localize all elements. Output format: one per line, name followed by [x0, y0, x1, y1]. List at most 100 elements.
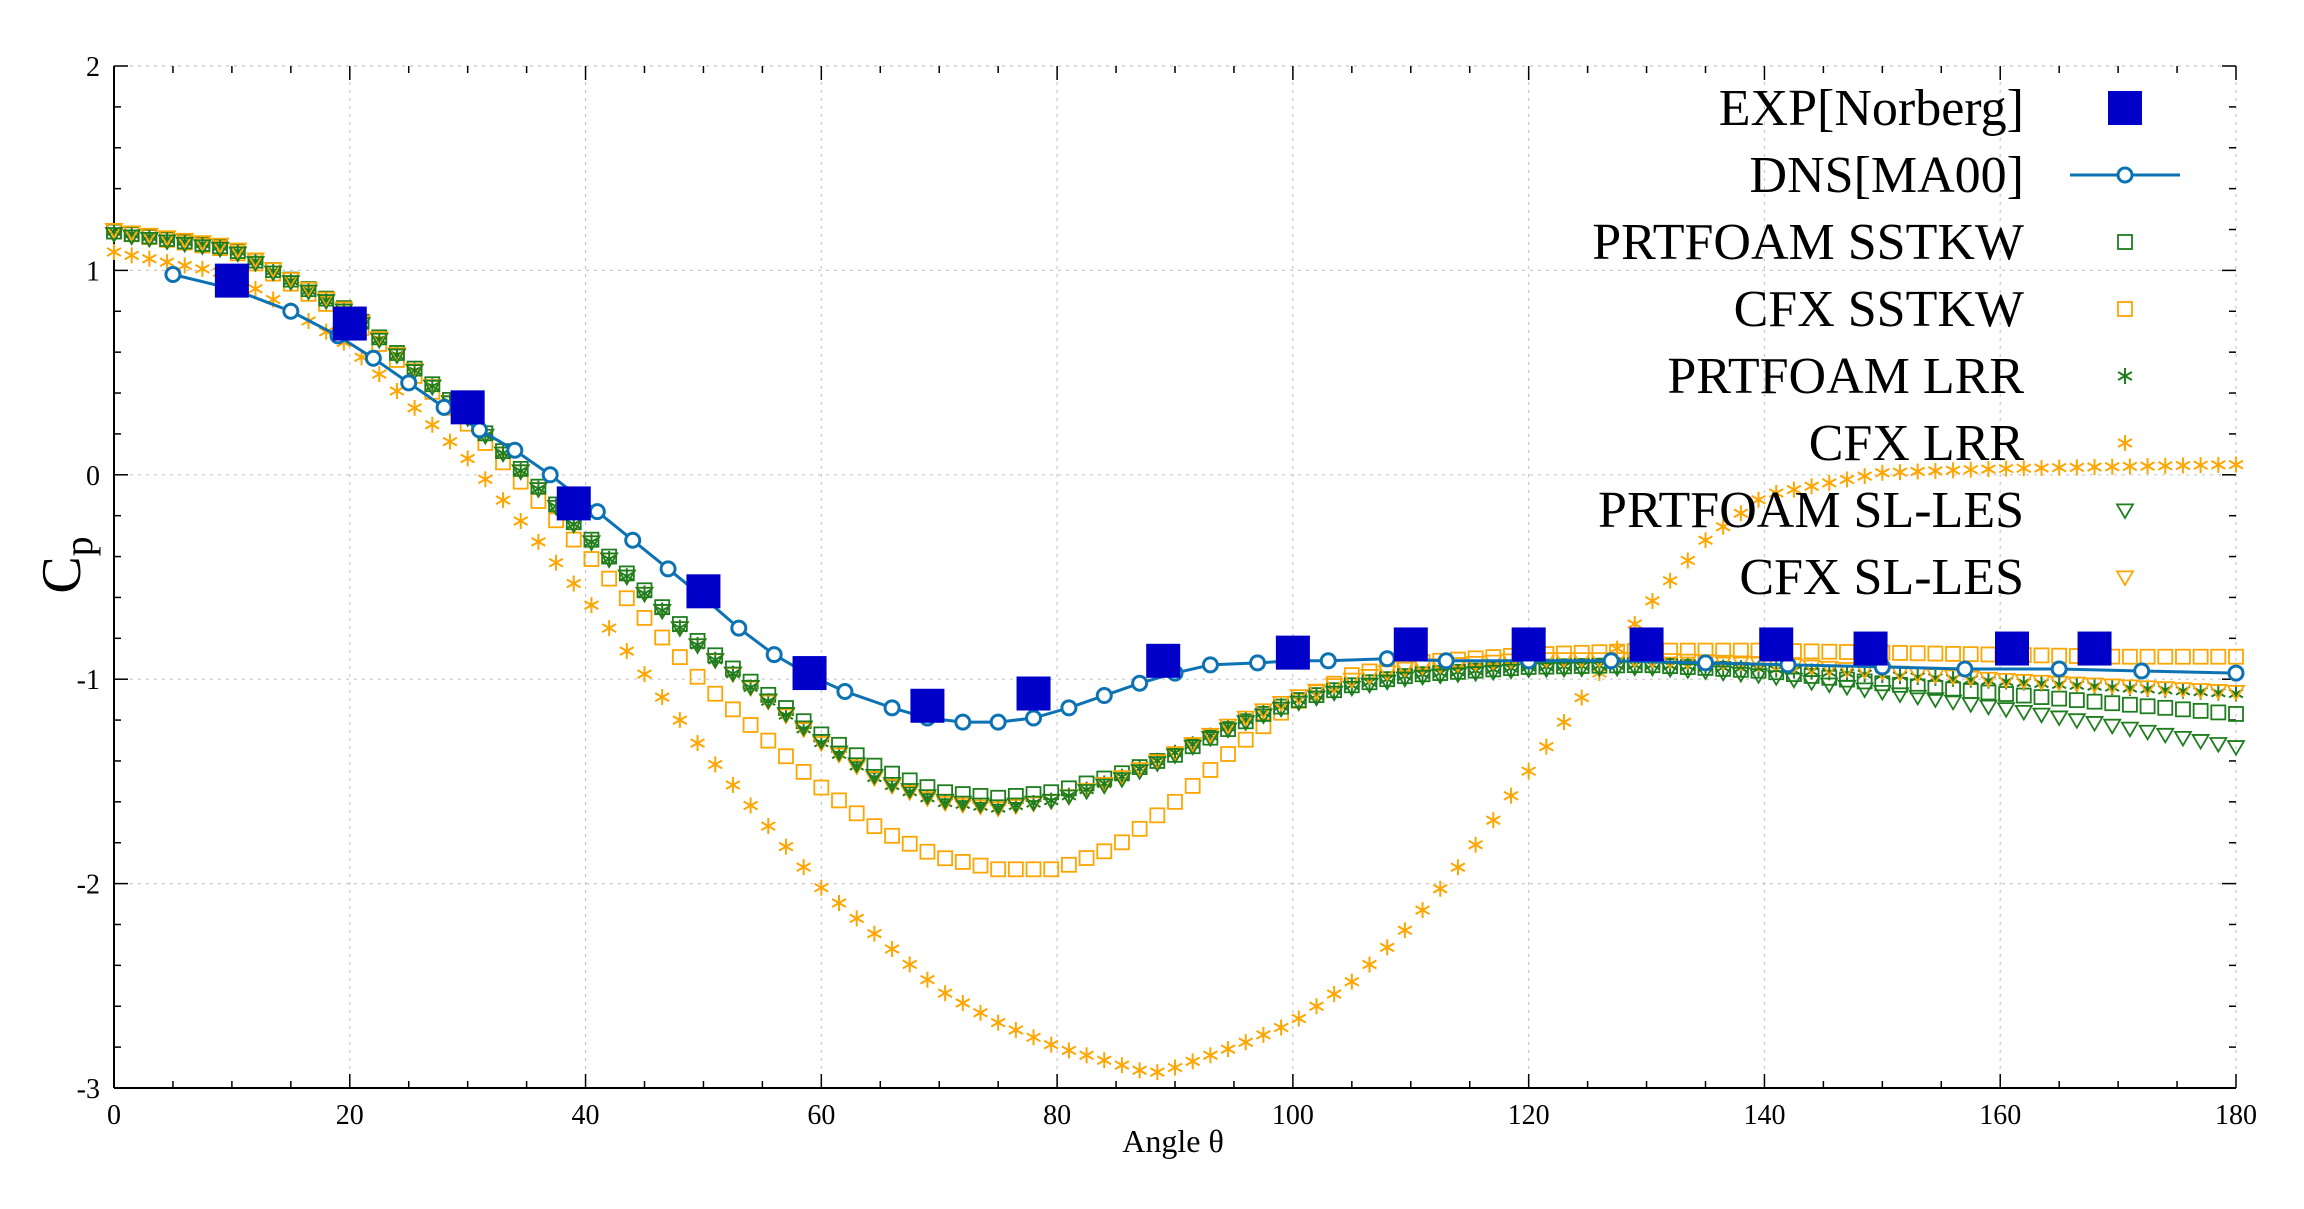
marker-open-triangle	[1253, 708, 1273, 725]
marker-open-triangle	[1165, 748, 1185, 765]
marker-asterisk	[442, 433, 458, 450]
marker-open-square	[2033, 689, 2050, 705]
marker-open-triangle	[581, 535, 602, 552]
marker-open-triangle	[900, 783, 920, 800]
marker-open-circle	[1095, 687, 1113, 705]
marker-open-triangle	[1359, 677, 1380, 695]
marker-asterisk	[566, 575, 582, 592]
marker-open-triangle	[1253, 703, 1273, 720]
marker-open-triangle	[935, 795, 955, 813]
y-tick-label: 1	[86, 256, 100, 287]
marker-open-square	[1220, 746, 1236, 762]
marker-asterisk	[990, 1014, 1006, 1031]
marker-open-triangle	[1289, 695, 1309, 712]
marker-open-circle	[282, 302, 300, 320]
marker-open-circle	[2133, 662, 2151, 680]
marker-asterisk	[1574, 689, 1590, 706]
marker-asterisk	[884, 941, 900, 958]
marker-open-triangle	[2191, 734, 2211, 751]
marker-open-triangle	[2155, 727, 2175, 745]
marker-asterisk	[1892, 464, 1908, 481]
marker-open-circle	[364, 349, 382, 367]
marker-open-triangle	[2173, 730, 2193, 748]
marker-open-triangle	[1536, 662, 1556, 679]
marker-open-triangle	[369, 332, 389, 350]
marker-filled-square	[686, 574, 721, 609]
marker-asterisk	[1185, 1053, 1201, 1070]
marker-asterisk	[1998, 460, 2014, 477]
marker-open-circle	[1319, 652, 1337, 670]
marker-open-triangle	[829, 747, 849, 764]
x-tick-label: 20	[336, 1100, 364, 1131]
marker-open-triangle	[1554, 661, 1574, 679]
marker-asterisk	[1981, 461, 1996, 478]
x-tick-label: 120	[1508, 1100, 1550, 1131]
marker-open-square	[1945, 645, 1961, 662]
marker-open-triangle	[405, 364, 425, 381]
marker-open-triangle	[1996, 702, 2016, 719]
marker-open-triangle	[882, 776, 902, 794]
marker-open-circle	[883, 699, 901, 717]
marker-open-triangle	[511, 464, 531, 481]
marker-open-square	[1096, 843, 1113, 860]
marker-asterisk	[743, 797, 759, 814]
marker-open-triangle	[2067, 676, 2087, 693]
marker-open-triangle	[1059, 789, 1079, 806]
marker-open-triangle	[1200, 727, 1220, 745]
marker-open-circle	[989, 713, 1007, 731]
marker-open-triangle	[1395, 661, 1415, 678]
marker-asterisk	[690, 735, 705, 752]
legend-item: DNS[MA00]	[1750, 147, 2180, 204]
marker-asterisk	[796, 859, 812, 876]
plot-area	[104, 223, 2246, 1081]
marker-asterisk	[2157, 457, 2173, 474]
marker-asterisk	[2087, 459, 2102, 476]
marker-open-triangle	[1183, 737, 1203, 754]
marker-open-triangle	[953, 795, 973, 813]
marker-asterisk	[424, 416, 440, 433]
marker-open-triangle	[847, 759, 867, 776]
marker-open-square	[795, 763, 812, 780]
marker-open-triangle	[2226, 684, 2246, 702]
marker-open-square	[954, 854, 971, 870]
marker-open-triangle	[1342, 680, 1362, 698]
marker-asterisk	[1079, 1047, 1095, 1064]
marker-asterisk	[513, 512, 529, 529]
marker-open-circle	[1602, 652, 1620, 670]
marker-open-triangle	[1678, 663, 1698, 680]
marker-open-square	[919, 843, 936, 860]
legend-item: PRTFOAM SL-LES	[1598, 482, 2135, 539]
marker-open-square	[618, 590, 635, 607]
marker-asterisk	[2069, 459, 2085, 476]
marker-asterisk	[1291, 1010, 1307, 1027]
marker-open-triangle	[139, 232, 159, 249]
marker-open-triangle	[316, 291, 336, 308]
marker-asterisk	[955, 994, 971, 1011]
marker-open-triangle	[811, 734, 831, 751]
marker-open-triangle	[1183, 739, 1203, 757]
marker-open-triangle	[794, 720, 814, 737]
marker-open-triangle	[175, 236, 195, 254]
x-tick-label: 140	[1743, 1100, 1785, 1131]
marker-open-square	[2175, 648, 2191, 665]
marker-open-triangle	[1147, 754, 1167, 771]
marker-open-square	[2117, 301, 2133, 317]
marker-open-triangle	[139, 227, 159, 245]
marker-asterisk	[1238, 1034, 1254, 1051]
marker-asterisk	[937, 985, 953, 1002]
marker-open-circle	[765, 646, 783, 664]
marker-asterisk	[1645, 592, 1660, 609]
marker-asterisk	[601, 620, 617, 637]
x-tick-label: 160	[1979, 1100, 2021, 1131]
marker-asterisk	[2104, 458, 2120, 475]
marker-asterisk	[2228, 456, 2244, 473]
marker-open-circle	[730, 619, 748, 637]
marker-open-square	[972, 857, 989, 874]
marker-filled-square	[214, 263, 249, 298]
marker-open-square	[1732, 642, 1749, 659]
marker-open-triangle	[228, 242, 248, 259]
marker-open-triangle	[829, 745, 849, 762]
marker-open-triangle	[1925, 692, 1945, 709]
marker-asterisk	[672, 712, 688, 729]
marker-open-circle	[1249, 654, 1267, 672]
